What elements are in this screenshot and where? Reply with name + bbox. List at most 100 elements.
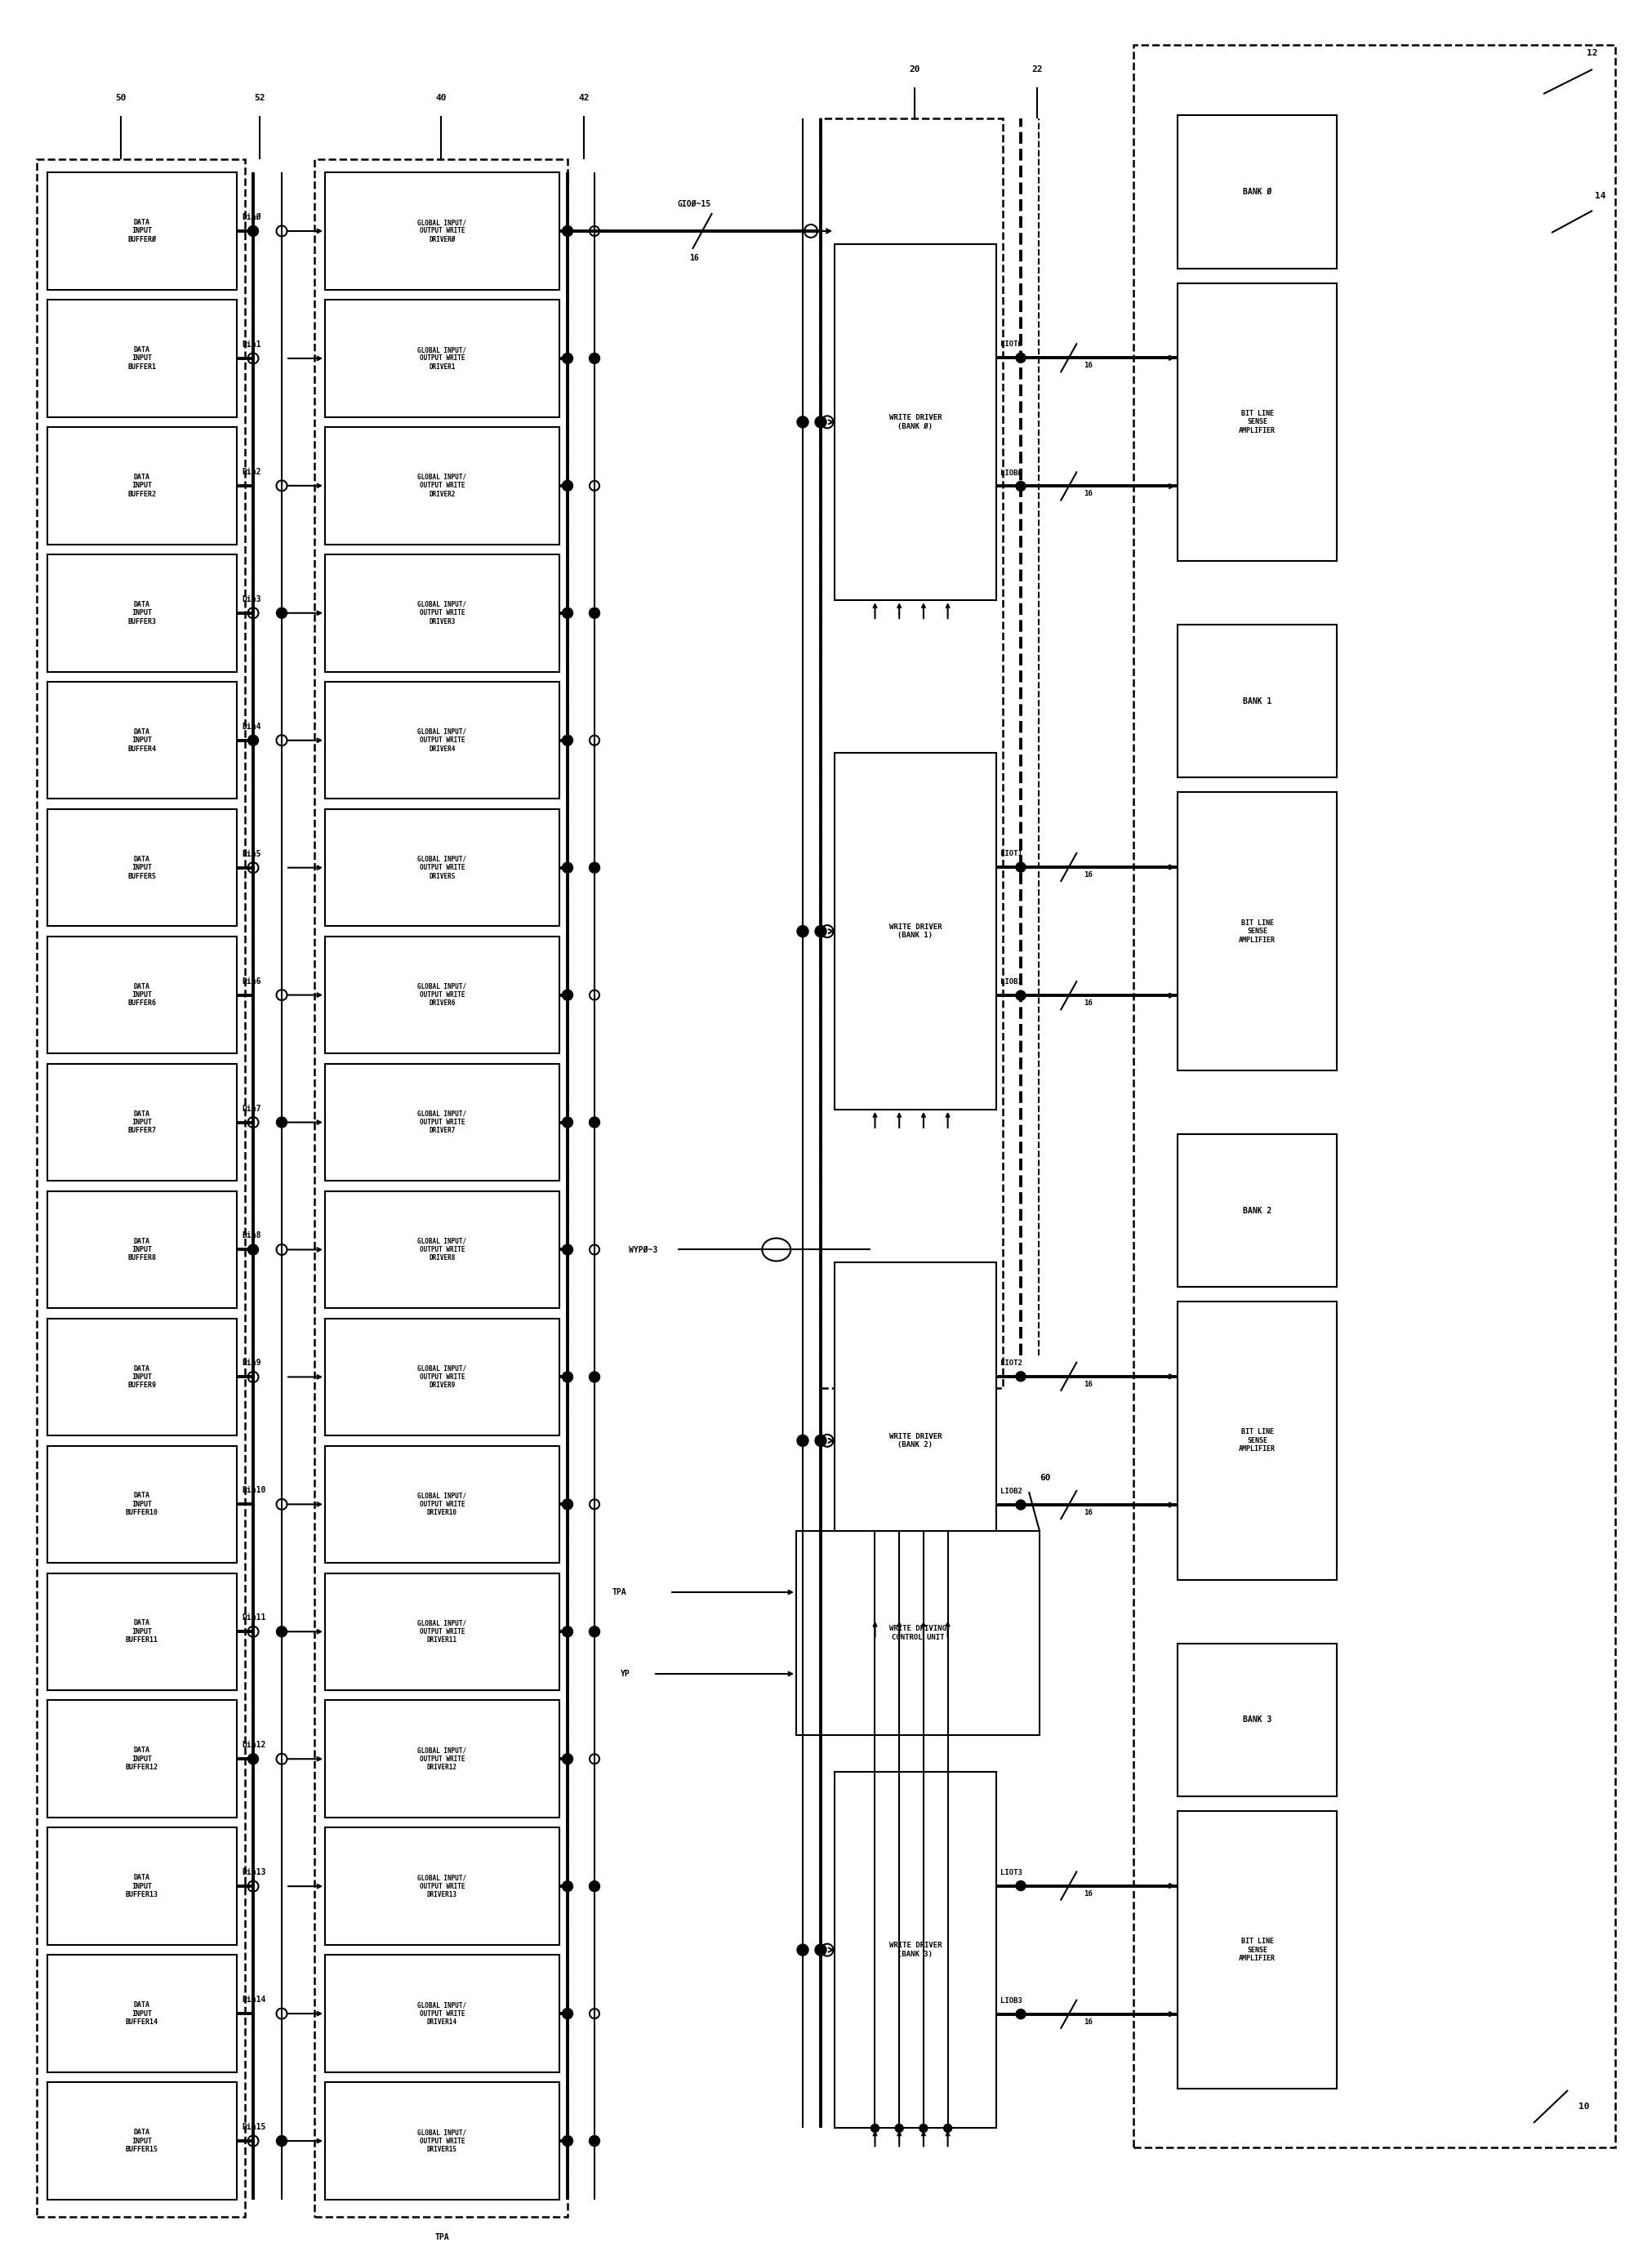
Circle shape bbox=[562, 227, 573, 236]
Text: GLOBAL INPUT/
OUTPUT WRITE
DRIVER3: GLOBAL INPUT/ OUTPUT WRITE DRIVER3 bbox=[418, 600, 466, 625]
Text: 22: 22 bbox=[1031, 66, 1042, 72]
Bar bbox=[325, 1445, 558, 1563]
Text: 16: 16 bbox=[1084, 2018, 1092, 2025]
Text: GLOBAL INPUT/
OUTPUT WRITE
DRIVER8: GLOBAL INPUT/ OUTPUT WRITE DRIVER8 bbox=[418, 1237, 466, 1262]
Circle shape bbox=[796, 1943, 808, 1955]
Bar bbox=[1176, 793, 1336, 1071]
Circle shape bbox=[895, 2125, 904, 2131]
Circle shape bbox=[562, 2136, 573, 2147]
Text: 16: 16 bbox=[1084, 999, 1092, 1008]
Text: WRITE DRIVER
(BANK 2): WRITE DRIVER (BANK 2) bbox=[889, 1434, 942, 1450]
Text: 16: 16 bbox=[689, 254, 699, 263]
Circle shape bbox=[562, 1117, 573, 1128]
Bar bbox=[48, 172, 236, 290]
Circle shape bbox=[588, 1373, 600, 1382]
Text: 16: 16 bbox=[1084, 1508, 1092, 1515]
Text: Din8: Din8 bbox=[241, 1232, 261, 1239]
Text: LIOB3: LIOB3 bbox=[999, 1998, 1023, 2005]
Bar bbox=[325, 1574, 558, 1690]
Circle shape bbox=[1016, 1499, 1026, 1511]
Bar bbox=[1176, 283, 1336, 562]
Bar bbox=[36, 159, 244, 2217]
Text: Din2: Din2 bbox=[241, 469, 261, 476]
Bar bbox=[1176, 1812, 1336, 2088]
Text: 42: 42 bbox=[578, 93, 590, 102]
Text: 14: 14 bbox=[1594, 193, 1606, 199]
Text: DATA
INPUT
BUFFER7: DATA INPUT BUFFER7 bbox=[127, 1110, 157, 1135]
Bar bbox=[48, 2082, 236, 2199]
Bar bbox=[834, 1771, 996, 2129]
Circle shape bbox=[562, 607, 573, 618]
Text: BANK 1: BANK 1 bbox=[1242, 698, 1270, 704]
Text: DATA
INPUT
BUFFER8: DATA INPUT BUFFER8 bbox=[127, 1237, 157, 1262]
Text: GLOBAL INPUT/
OUTPUT WRITE
DRIVER6: GLOBAL INPUT/ OUTPUT WRITE DRIVER6 bbox=[418, 983, 466, 1008]
Circle shape bbox=[562, 1499, 573, 1508]
Text: 16: 16 bbox=[1084, 872, 1092, 879]
Text: 10: 10 bbox=[1578, 2102, 1589, 2111]
Text: DATA
INPUT
BUFFER2: DATA INPUT BUFFER2 bbox=[127, 473, 157, 498]
Text: Din5: Din5 bbox=[241, 849, 261, 858]
Text: TPA: TPA bbox=[434, 2233, 449, 2242]
Text: DATA
INPUT
BUFFER9: DATA INPUT BUFFER9 bbox=[127, 1366, 157, 1388]
Text: BANK 2: BANK 2 bbox=[1242, 1207, 1270, 1214]
Bar bbox=[48, 1445, 236, 1563]
Text: BANK Ø: BANK Ø bbox=[1242, 188, 1270, 197]
Bar bbox=[834, 752, 996, 1110]
Circle shape bbox=[1016, 990, 1026, 1001]
Bar bbox=[325, 1318, 558, 1436]
Circle shape bbox=[562, 863, 573, 872]
Circle shape bbox=[276, 1117, 287, 1128]
Bar bbox=[1176, 1135, 1336, 1287]
Bar bbox=[1176, 625, 1336, 777]
Circle shape bbox=[588, 353, 600, 365]
Text: 16: 16 bbox=[1084, 489, 1092, 498]
Circle shape bbox=[562, 1880, 573, 1891]
Text: 40: 40 bbox=[434, 93, 446, 102]
Text: GLOBAL INPUT/
OUTPUT WRITE
DRIVERØ: GLOBAL INPUT/ OUTPUT WRITE DRIVERØ bbox=[418, 220, 466, 242]
Text: LIOT1: LIOT1 bbox=[999, 849, 1023, 858]
Text: GLOBAL INPUT/
OUTPUT WRITE
DRIVER13: GLOBAL INPUT/ OUTPUT WRITE DRIVER13 bbox=[418, 1873, 466, 1898]
Text: Din14: Din14 bbox=[241, 1995, 266, 2005]
Text: GLOBAL INPUT/
OUTPUT WRITE
DRIVER2: GLOBAL INPUT/ OUTPUT WRITE DRIVER2 bbox=[418, 473, 466, 498]
Circle shape bbox=[796, 926, 808, 938]
Bar bbox=[325, 172, 558, 290]
Text: DATA
INPUT
BUFFER5: DATA INPUT BUFFER5 bbox=[127, 856, 157, 879]
Bar bbox=[48, 935, 236, 1053]
Text: GLOBAL INPUT/
OUTPUT WRITE
DRIVER15: GLOBAL INPUT/ OUTPUT WRITE DRIVER15 bbox=[418, 2129, 466, 2154]
Circle shape bbox=[919, 2125, 927, 2131]
Bar bbox=[325, 299, 558, 417]
Circle shape bbox=[562, 990, 573, 1001]
Text: LIOB2: LIOB2 bbox=[999, 1488, 1023, 1495]
Circle shape bbox=[871, 2125, 879, 2131]
Circle shape bbox=[1016, 2009, 1026, 2018]
Text: GLOBAL INPUT/
OUTPUT WRITE
DRIVER14: GLOBAL INPUT/ OUTPUT WRITE DRIVER14 bbox=[418, 2002, 466, 2025]
Text: GLOBAL INPUT/
OUTPUT WRITE
DRIVER10: GLOBAL INPUT/ OUTPUT WRITE DRIVER10 bbox=[418, 1493, 466, 1518]
Text: DATA
INPUT
BUFFERØ: DATA INPUT BUFFERØ bbox=[127, 220, 157, 242]
Circle shape bbox=[1016, 353, 1026, 362]
Text: 12: 12 bbox=[1586, 50, 1597, 57]
Text: Din11: Din11 bbox=[241, 1613, 266, 1622]
Bar bbox=[821, 118, 1003, 1388]
Text: LIOT3: LIOT3 bbox=[999, 1869, 1023, 1875]
Text: DATA
INPUT
BUFFER4: DATA INPUT BUFFER4 bbox=[127, 727, 157, 752]
Text: BIT LINE
SENSE
AMPLIFIER: BIT LINE SENSE AMPLIFIER bbox=[1239, 920, 1275, 945]
Bar bbox=[1133, 45, 1614, 2147]
Text: Din1: Din1 bbox=[241, 340, 261, 349]
Text: BANK 3: BANK 3 bbox=[1242, 1715, 1270, 1724]
Circle shape bbox=[814, 926, 826, 938]
Bar bbox=[48, 1065, 236, 1180]
Circle shape bbox=[1016, 480, 1026, 492]
Text: Din13: Din13 bbox=[241, 1869, 266, 1875]
Circle shape bbox=[588, 863, 600, 872]
Bar bbox=[325, 1701, 558, 1817]
Bar bbox=[48, 1191, 236, 1309]
Bar bbox=[48, 1955, 236, 2072]
Circle shape bbox=[276, 607, 287, 618]
Text: WRITE DRIVER
(BANK 3): WRITE DRIVER (BANK 3) bbox=[889, 1941, 942, 1957]
Text: BIT LINE
SENSE
AMPLIFIER: BIT LINE SENSE AMPLIFIER bbox=[1239, 1429, 1275, 1452]
Bar bbox=[834, 245, 996, 600]
Circle shape bbox=[562, 480, 573, 492]
Text: GLOBAL INPUT/
OUTPUT WRITE
DRIVER12: GLOBAL INPUT/ OUTPUT WRITE DRIVER12 bbox=[418, 1746, 466, 1771]
Text: DATA
INPUT
BUFFER12: DATA INPUT BUFFER12 bbox=[126, 1746, 159, 1771]
Text: BIT LINE
SENSE
AMPLIFIER: BIT LINE SENSE AMPLIFIER bbox=[1239, 410, 1275, 435]
